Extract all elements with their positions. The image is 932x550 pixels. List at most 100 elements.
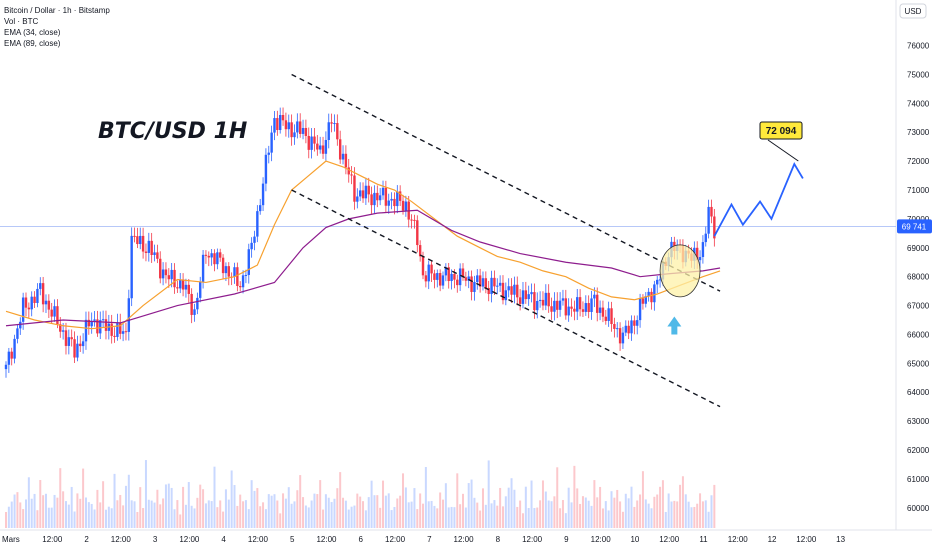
candle-body	[267, 152, 270, 155]
volume-bar	[530, 480, 533, 528]
ema34-legend[interactable]: EMA (34, close)	[4, 28, 61, 37]
volume-bar	[33, 493, 36, 528]
candle-body	[290, 122, 293, 138]
volume-bar	[521, 513, 524, 528]
volume-bar	[410, 501, 413, 528]
x-tick-label: 12:00	[42, 535, 63, 544]
candle-body	[370, 194, 373, 206]
candle-body	[101, 319, 105, 321]
target-pointer	[767, 139, 799, 162]
volume-bar	[519, 500, 522, 528]
volume-bar	[93, 509, 96, 528]
volume-bar	[422, 503, 425, 528]
candle-body	[581, 309, 585, 312]
candle-body	[636, 320, 639, 326]
candle-body	[638, 298, 642, 321]
candle-body	[96, 319, 99, 334]
volume-bar	[393, 507, 396, 528]
candle-body	[598, 307, 602, 313]
candle-body	[336, 123, 339, 140]
candle-body	[433, 273, 436, 280]
volume-bar	[310, 500, 313, 528]
volume-bar	[302, 497, 305, 528]
candle-body	[193, 309, 196, 315]
candle-body	[119, 322, 122, 334]
x-tick-label: Mars	[2, 535, 20, 544]
candle-body	[76, 343, 79, 358]
volume-bar	[247, 509, 250, 528]
channel-lower-line	[291, 189, 721, 408]
volume-bar	[250, 480, 253, 528]
volume-bar	[13, 494, 16, 528]
candle-body	[164, 269, 168, 276]
candle-body	[219, 252, 222, 258]
candle-body	[410, 219, 413, 221]
candle-body	[427, 264, 430, 282]
volume-bar	[339, 472, 342, 528]
volume-bar	[56, 497, 59, 528]
candle-body	[16, 328, 19, 339]
x-tick-label: 13	[836, 535, 845, 544]
candle-body	[450, 273, 453, 282]
volume-bar	[493, 500, 496, 528]
y-tick-label: 66000	[907, 330, 930, 339]
volume-bar	[279, 513, 282, 528]
x-tick-label: 12:00	[728, 535, 749, 544]
volume-bar	[344, 500, 347, 528]
candle-body	[73, 339, 76, 358]
volume-bar	[476, 502, 479, 528]
x-tick-label: 6	[359, 535, 364, 544]
candle-body	[398, 191, 402, 201]
volume-bar	[656, 494, 659, 528]
volume-bar	[36, 510, 39, 528]
up-arrow-icon	[667, 316, 682, 335]
volume-bar	[96, 489, 99, 528]
volume-bar	[44, 493, 47, 528]
candle-body	[156, 252, 159, 259]
candle-body	[387, 200, 390, 206]
ema34-line	[5, 160, 721, 330]
candle-body	[81, 341, 85, 347]
volume-bar	[459, 504, 462, 528]
candle-body	[507, 286, 510, 291]
volume-bar	[581, 496, 584, 528]
candle-body	[224, 266, 228, 274]
volume-bar	[367, 497, 370, 528]
candle-body	[121, 331, 125, 334]
candle-body	[384, 187, 388, 206]
volume-legend[interactable]: Vol · BTC	[4, 17, 39, 26]
candle-body	[656, 279, 659, 285]
candle-body	[7, 351, 11, 365]
symbol-legend[interactable]: Bitcoin / Dollar · 1h · Bitstamp	[4, 6, 110, 15]
volume-bar	[16, 492, 19, 528]
candle-body	[330, 122, 333, 124]
candle-body	[396, 191, 399, 207]
candle-body	[227, 266, 230, 277]
volume-bar	[327, 497, 330, 528]
x-tick-label: 4	[221, 535, 226, 544]
volume-bar	[213, 466, 216, 528]
volume-bar	[699, 493, 702, 528]
volume-bar	[322, 509, 325, 528]
volume-bar	[673, 500, 676, 528]
volume-bar	[267, 494, 270, 528]
candle-body	[250, 242, 253, 250]
candle-body	[53, 306, 56, 317]
volume-bar	[619, 501, 622, 528]
candle-body	[270, 132, 273, 153]
candle-body	[430, 264, 433, 274]
candle-body	[587, 303, 590, 312]
volume-bar	[387, 493, 390, 528]
volume-bar	[204, 503, 207, 528]
volume-bar	[296, 490, 299, 528]
volume-bar	[436, 508, 439, 528]
volume-bar	[704, 500, 707, 528]
candle-body	[404, 201, 408, 211]
candle-body	[173, 269, 176, 288]
candle-body	[627, 325, 630, 334]
ema89-legend[interactable]: EMA (89, close)	[4, 39, 61, 48]
candle-body	[558, 300, 562, 310]
candle-body	[236, 267, 239, 286]
volume-bar	[62, 491, 65, 528]
